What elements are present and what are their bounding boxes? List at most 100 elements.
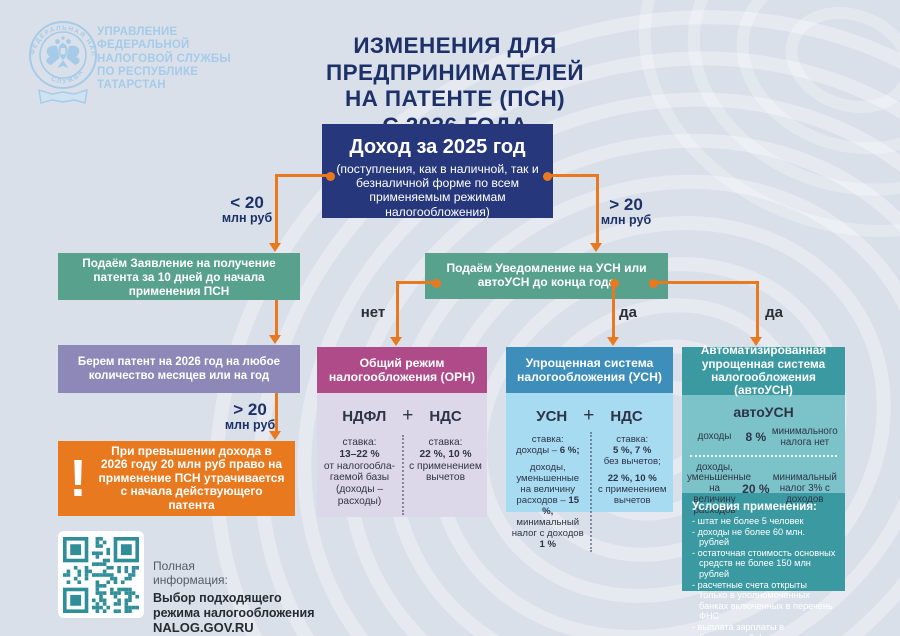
fns-emblem-icon: ФЕДЕРАЛЬНАЯ НАЛОГОВАЯ СЛУЖБА [26,13,97,104]
rate-label: ставка: [428,437,463,448]
rate-value: 6 %; [559,445,580,456]
exceed-label-over-20: > 20 млн руб [205,401,295,432]
rate-note: расходы) [337,495,382,507]
ausn-row-income: доходы 8 % минимального налога нет [682,426,845,449]
rate-line: минимальный налог с доходов 1 % [510,517,586,550]
rate-text: минимальный налог с доходов [511,517,584,539]
rate-note: минимальный налог 3% с доходов [772,472,837,505]
arrow-down-icon [269,335,281,344]
arrow-down-icon [590,243,602,252]
connector-line [275,393,278,433]
warning-text: При превышении дохода в 2026 году 20 млн… [98,443,285,512]
income-box-subtitle: (поступления, как в наличной, так и безн… [336,162,539,219]
rate-value: 22 %, 10 % [419,448,472,460]
usn-tax-row: УСН + НДС [506,393,673,432]
usn-nds-rates: ставка: 5 %, 7 % без вычетов; 22 %, 10 %… [589,432,674,552]
info-label: Полная информация: [153,559,228,587]
connector-line [612,283,615,338]
condition-item: - доходы не более 60 млн. рублей [692,526,806,548]
connector-line [596,174,599,243]
conditions-title: Условия применения: [692,501,817,513]
title-line: ИЗМЕНЕНИЯ ДЛЯ ПРЕДПРИНИМАТЕЛЕЙ [326,33,584,85]
connector-line [756,281,759,338]
amount-value: < 20 [230,193,264,212]
connector-dot [543,172,552,181]
logo-line: ФЕДЕРАЛЬНОЙ [97,39,190,52]
ausn-column-title: Автоматизированная упрощенная система на… [682,343,845,397]
logo-line: ТАТАРСТАН [97,79,166,92]
logo-line: УПРАВЛЕНИЕ [97,26,178,38]
connector-line [396,281,399,338]
usn-column-body: УСН + НДС ставка: доходы – 6 %; доходы, … [506,393,673,552]
amount-unit: млн руб [221,211,273,225]
base-name: доходы [697,431,732,443]
orn-tax-row: НДФЛ + НДС [317,393,487,435]
usn-column-title: Упрощенная система налогообложения (УСН) [506,347,673,393]
arrow-down-icon [269,431,281,440]
rate-label: ставка: [342,437,377,448]
branch-label-under-20: < 20 млн руб [202,194,292,225]
branch-label-over-20: > 20 млн руб [581,196,671,227]
double-eagle-icon [46,36,80,68]
base-name: доходы, уменьшенные на величину расходов [687,461,752,516]
yes-label-right: да [765,304,783,321]
rate-label: ставка: [616,434,649,445]
rate-value: 8 % [745,430,767,445]
no-label: нет [360,304,386,321]
ndfl-details: ставка: 13–22 % от налогообла- гаемой ба… [317,435,402,515]
rate-note: гаемой базы [329,472,390,484]
notification-box: Подаём Уведомление на УСН или автоУСН до… [425,253,668,299]
info-site: NALOG.GOV.RU [153,620,254,635]
rate-value: 5 %, 7 % [613,445,652,456]
patent-application-box: Подаём Заявление на получение патента за… [58,253,300,300]
arrow-down-icon [269,243,281,252]
arrow-down-icon [607,337,619,346]
emblem-ribbon [38,89,88,104]
rate-note: (доходы – [335,484,384,496]
connector-line [398,281,438,284]
ausn-row-expense: доходы, уменьшенные на величину расходов… [682,461,845,517]
plus-icon: + [402,405,414,426]
rate-text: доходы, уменьшенные на величину расходов… [516,462,580,506]
title-line: НА ПАТЕНТЕ (ПСН) [344,86,566,111]
rate-value: 1 % [539,539,557,550]
amount-value: > 20 [609,195,643,214]
yes-label-center: да [619,304,637,321]
income-2025-box: Доход за 2025 год (поступления, как в на… [322,124,553,219]
logo-line: ПО РЕСПУБЛИКЕ [97,65,199,78]
amount-value: > 20 [233,400,267,419]
tax-name: НДС [610,407,643,425]
condition-item: - остаточная стоимость основных средств … [692,547,836,579]
rate-line: доходы, уменьшенные на величину расходов… [510,462,586,517]
rate-value: 13–22 % [339,448,380,460]
nds-details: ставка: 22 %, 10 % с применением вычетов [402,435,487,515]
orn-column-body: НДФЛ + НДС ставка: 13–22 % от налогообла… [317,393,487,517]
dotted-divider [690,454,837,457]
ausn-subtitle: автоУСН [733,404,794,420]
rate-text: доходы – [515,445,560,456]
ausn-column-body: автоУСН доходы 8 % минимального налога н… [682,395,845,516]
rate-line: доходы – 6 %; [510,445,586,456]
amount-unit: млн руб [224,418,276,432]
arrow-down-icon [390,337,402,346]
warning-box: ! При превышении дохода в 2026 году 20 м… [58,441,295,516]
usn-column: Упрощенная система налогообложения (УСН)… [506,347,673,552]
rate-value: 22 %, 10 % [607,473,657,484]
ausn-conditions: Условия применения: - штат не более 5 че… [682,493,845,636]
tax-name: УСН [536,407,568,425]
connector-dot [649,279,658,288]
rate-label: ставка: [531,434,564,445]
rate-value: 15 %, [542,495,580,517]
connector-line [655,281,759,284]
orn-column: Общий режим налогообложения (ОРН) НДФЛ +… [317,347,487,517]
tax-name: НДС [429,407,462,425]
condition-item: - расчетные счета открыты только в уполн… [692,579,833,622]
ausn-column: Автоматизированная упрощенная система на… [682,343,845,636]
take-patent-box: Берем патент на 2026 год на любое количе… [58,345,300,393]
rate-note: без вычетов; [603,456,661,467]
plus-icon: + [583,405,595,426]
fns-logo-text: УПРАВЛЕНИЕ ФЕДЕРАЛЬНОЙ НАЛОГОВОЙ СЛУЖБЫ … [97,26,231,92]
arrow-down-icon [750,337,762,346]
connector-dot [326,172,335,181]
